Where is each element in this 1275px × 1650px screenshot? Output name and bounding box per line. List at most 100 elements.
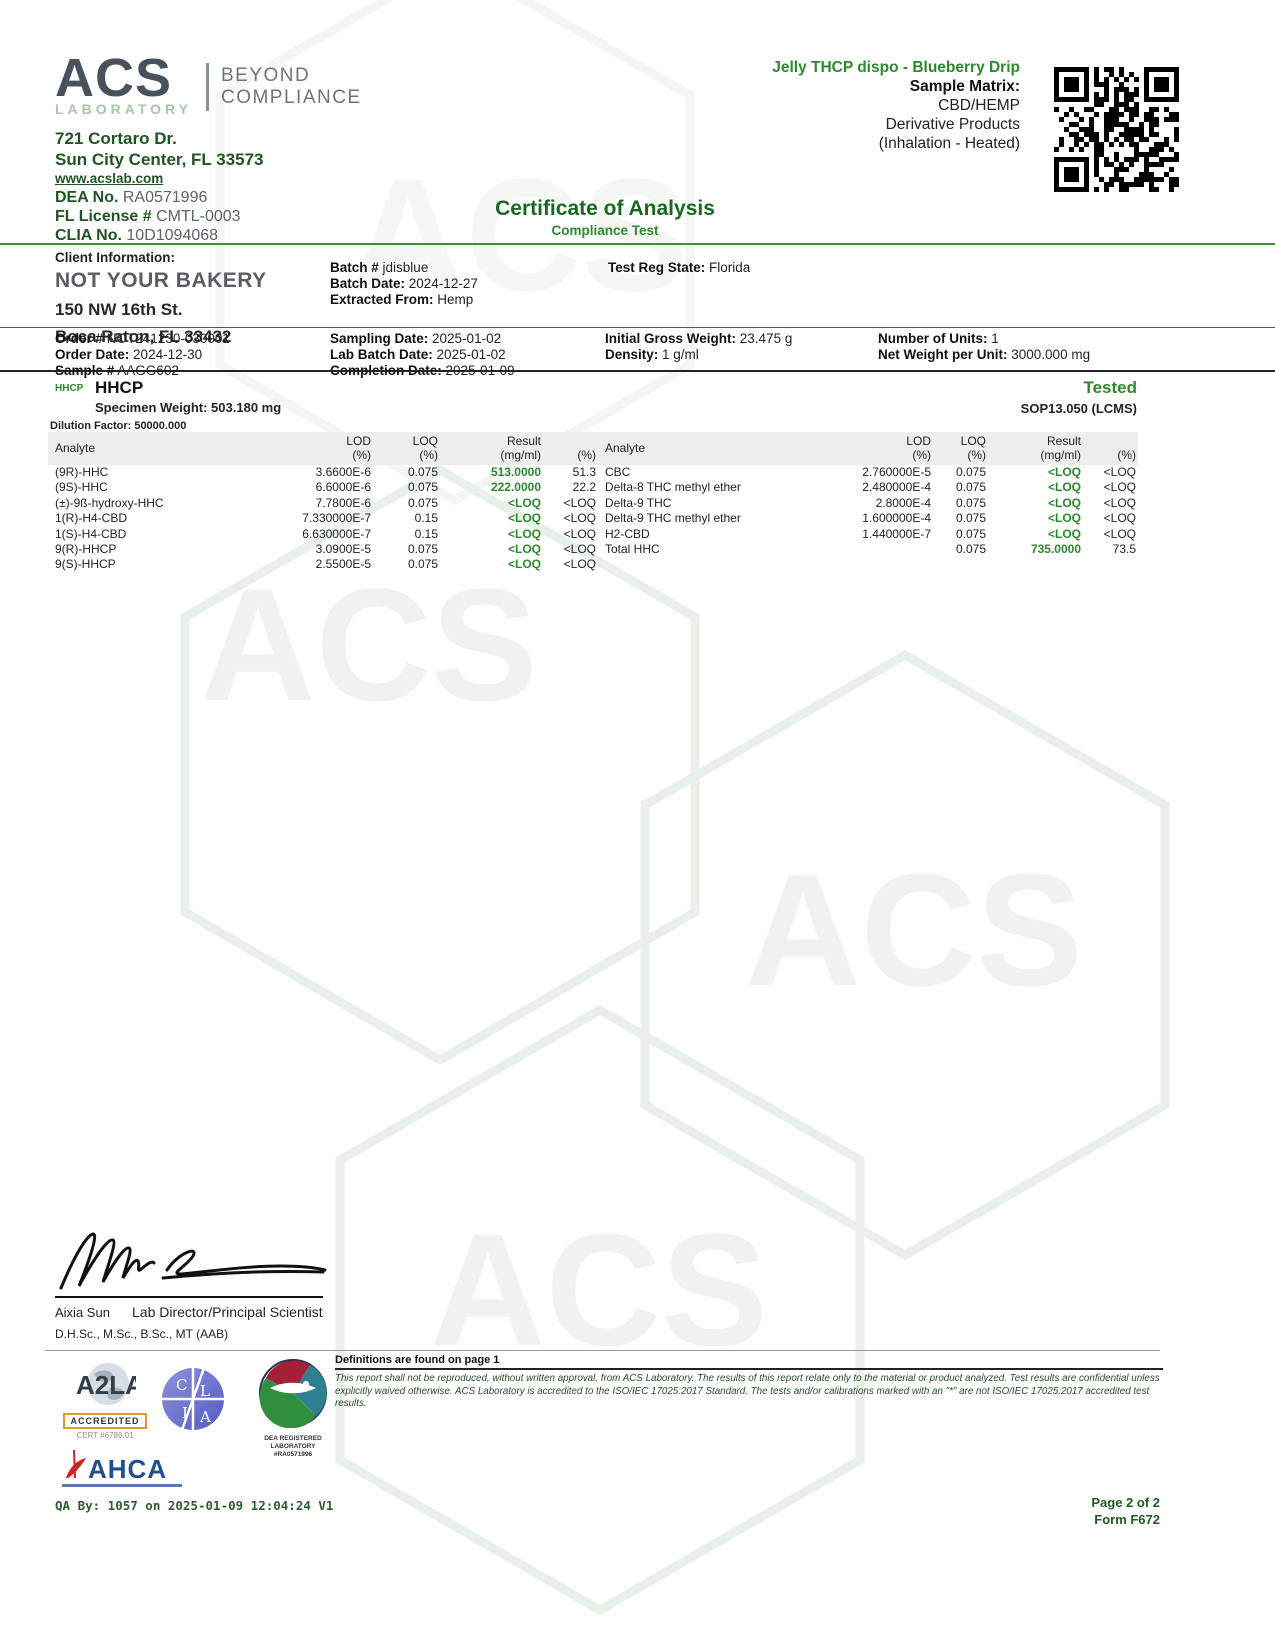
loq-cell: 0.075 xyxy=(955,526,986,541)
table-row: 1(R)-H4-CBD 7.330000E-7 0.15 <LOQ <LOQ xyxy=(48,511,598,526)
batch-info-block: Batch # jdisblue Batch Date: 2024-12-27 … xyxy=(330,260,478,307)
dea-value: RA0571996 xyxy=(122,189,208,206)
result-cell: <LOQ xyxy=(507,495,541,510)
analyte-cell: 9(S)-HHCP xyxy=(55,557,116,572)
table-row: CBC 2.760000E-5 0.075 <LOQ <LOQ xyxy=(598,465,1138,480)
table-row: 9(R)-HHCP 3.0900E-5 0.075 <LOQ <LOQ xyxy=(48,542,598,557)
result-header: Result (mg/ml) xyxy=(988,432,1083,465)
svg-text:ACS: ACS xyxy=(430,1200,768,1379)
sample-matrix-line: (Inhalation - Heated) xyxy=(878,135,1020,152)
loq-cell: 0.075 xyxy=(407,542,438,557)
order-date-label: Order Date: xyxy=(55,346,130,362)
result-cell: <LOQ xyxy=(507,526,541,541)
signatory-name: Aixia Sun xyxy=(55,1305,110,1320)
pct-cell: <LOQ xyxy=(1103,495,1136,510)
units-value: 1 xyxy=(991,331,999,346)
analyte-cell: Delta-8 THC methyl ether xyxy=(605,480,741,495)
result-cell: <LOQ xyxy=(1047,511,1081,526)
test-reg-state-label: Test Reg State: xyxy=(608,260,706,275)
specimen-weight: Specimen Weight: 503.180 mg xyxy=(95,400,282,415)
order-date-value: 2024-12-30 xyxy=(133,346,203,362)
table-row: 9(S)-HHCP 2.5500E-5 0.075 <LOQ <LOQ xyxy=(48,557,598,572)
a2la-cert-number: CERT #6786.01 xyxy=(76,1431,134,1440)
analyte-cell: H2-CBD xyxy=(605,526,650,541)
ahca-tagline-bar xyxy=(62,1484,182,1487)
pct-header: (%) xyxy=(1083,432,1138,465)
gross-weight-value: 23.475 g xyxy=(739,331,793,346)
order-number-value: NOT241230-030001 xyxy=(106,331,230,346)
divider xyxy=(45,1350,1160,1351)
result-header: Result (mg/ml) xyxy=(440,432,543,465)
pct-cell: <LOQ xyxy=(563,542,596,557)
table-row: Delta-8 THC methyl ether 2.480000E-4 0.075… xyxy=(598,480,1138,495)
pct-cell: 73.5 xyxy=(1112,542,1136,557)
batch-date-value: 2024-12-27 xyxy=(408,275,478,291)
dea-logo-line1: DEA REGISTERED LABORATORY xyxy=(264,1435,322,1450)
sample-matrix-line: CBD/HEMP xyxy=(938,97,1020,114)
divider-dark xyxy=(0,370,1275,372)
table-row: (±)-9ß-hydroxy-HHC 7.7800E-6 0.075 <LOQ <LOQ xyxy=(48,496,598,511)
result-cell: <LOQ xyxy=(507,542,541,557)
page-subtitle: Compliance Test xyxy=(551,223,659,238)
pct-cell: 22.2 xyxy=(572,480,596,495)
a2la-accreditation-logo: A2LA ACCREDITED CERT #6786.01 xyxy=(62,1362,148,1440)
analyte-cell: 1(S)-H4-CBD xyxy=(55,526,127,541)
logo-divider xyxy=(205,63,209,111)
loq-cell: 0.075 xyxy=(407,465,438,479)
acs-logo-text: ACS xyxy=(55,48,173,108)
client-address-line1: 150 NW 16th St. xyxy=(55,300,183,319)
lod-cell: 2.8000E-4 xyxy=(875,495,931,510)
pct-cell: <LOQ xyxy=(563,557,596,572)
lod-cell: 7.330000E-7 xyxy=(302,511,371,526)
loq-cell: 0.075 xyxy=(407,557,438,572)
sample-info-block: Jelly THCP dispo - Blueberry Drip Sample… xyxy=(600,58,1020,153)
table-row: Delta-9 THC methyl ether 1.600000E-4 0.075… xyxy=(598,511,1138,526)
analyte-cell: (±)-9ß-hydroxy-HHC xyxy=(55,495,164,510)
page-title: Certificate of Analysis xyxy=(495,197,715,220)
lod-cell: 1.440000E-7 xyxy=(862,526,931,541)
units-label: Number of Units: xyxy=(878,331,988,346)
analyte-cell: Delta-9 THC xyxy=(605,495,672,510)
logo-tagline-1: BEYOND xyxy=(220,65,311,86)
loq-cell: 0.075 xyxy=(955,465,986,479)
net-weight-label: Net Weight per Unit: xyxy=(878,346,1008,362)
result-cell: 513.0000 xyxy=(490,465,541,479)
analyte-cell: 1(R)-H4-CBD xyxy=(55,511,127,526)
table-row: (9R)-HHC 3.6600E-6 0.075 513.0000 51.3 xyxy=(48,465,598,480)
page-number: Page 2 of 2 xyxy=(1091,1495,1160,1510)
analyte-cell: (9R)-HHC xyxy=(55,465,109,479)
lod-header: LOD (%) xyxy=(283,432,373,465)
analyte-cell: CBC xyxy=(605,465,631,479)
loq-cell: 0.15 xyxy=(414,526,438,541)
lod-cell: 2.480000E-4 xyxy=(862,480,931,495)
sampling-date-value: 2025-01-02 xyxy=(432,331,502,346)
test-status: Tested xyxy=(1083,378,1137,397)
pct-cell: <LOQ xyxy=(1103,465,1136,479)
units-block: Number of Units: 1 Net Weight per Unit: … xyxy=(878,331,1090,363)
qr-code xyxy=(1050,63,1183,201)
sample-matrix-line: Derivative Products xyxy=(885,116,1020,133)
gross-weight-label: Initial Gross Weight: xyxy=(605,331,737,346)
result-cell: <LOQ xyxy=(1047,526,1081,541)
pct-header: (%) xyxy=(543,432,598,465)
lod-cell: 1.600000E-4 xyxy=(862,511,931,526)
disclaimer-text: This report shall not be reproduced, wit… xyxy=(335,1373,1160,1409)
analyte-cell: 9(R)-HHCP xyxy=(55,542,117,557)
svg-text:A: A xyxy=(199,1408,211,1426)
table-row: H2-CBD 1.440000E-7 0.075 <LOQ <LOQ xyxy=(598,527,1138,542)
lod-cell: 3.6600E-6 xyxy=(315,465,371,479)
batch-number-label: Batch # xyxy=(330,260,379,275)
result-cell: <LOQ xyxy=(507,511,541,526)
result-cell: 222.0000 xyxy=(490,480,541,495)
lod-cell xyxy=(843,542,933,557)
loq-cell: 0.075 xyxy=(407,495,438,510)
density-label: Density: xyxy=(605,346,659,362)
svg-text:A2LA: A2LA xyxy=(76,1370,136,1400)
lab-address-line2: Sun City Center, FL 33573 xyxy=(55,150,264,169)
client-info-block: Client Information: NOT YOUR BAKERY 150 … xyxy=(55,250,267,347)
ahca-accreditation-logo: AHCA xyxy=(62,1448,182,1487)
divider xyxy=(0,327,1275,328)
analyte-cell: Delta-9 THC methyl ether xyxy=(605,511,741,526)
sample-matrix-label: Sample Matrix: xyxy=(909,78,1020,95)
pct-cell: <LOQ xyxy=(563,526,596,541)
